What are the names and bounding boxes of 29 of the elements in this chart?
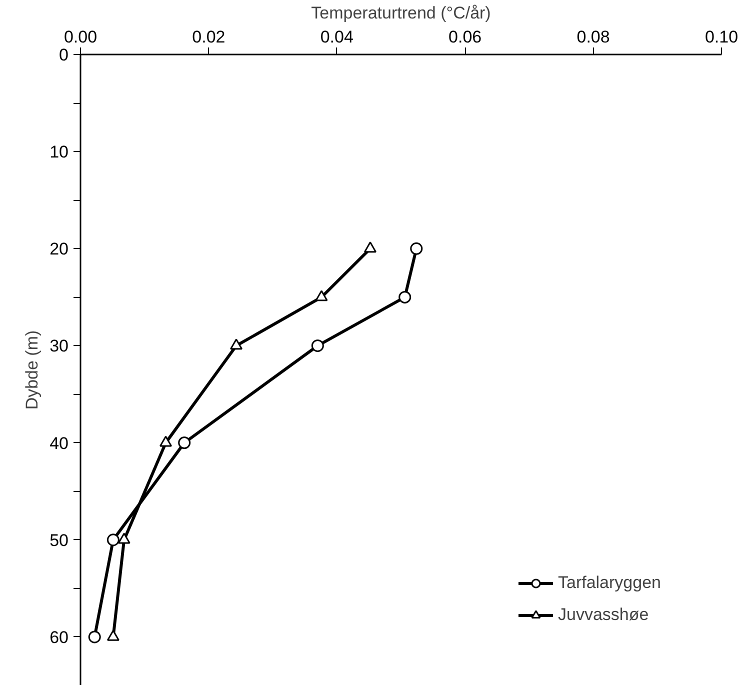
point	[311, 339, 324, 352]
point	[106, 534, 120, 546]
x-tick-label: 0.08	[576, 28, 610, 46]
y-tick-label: 20	[50, 240, 69, 259]
x-tick-label: 0.00	[64, 28, 98, 46]
point	[178, 436, 191, 450]
y-tick-label: 0	[59, 46, 69, 64]
y-tick-label: 60	[50, 628, 69, 647]
y-tick-label: 40	[50, 434, 69, 453]
y-tick-label: 10	[50, 142, 69, 162]
x-tick-label: 0.10	[704, 28, 738, 46]
legend-label: Juvvasshøe	[558, 605, 649, 625]
point	[160, 436, 172, 447]
point	[410, 242, 423, 255]
point	[315, 290, 328, 302]
point	[230, 338, 243, 350]
legend-label: Tarfalaryggen	[558, 573, 661, 593]
x-tick-label: 0.04	[320, 28, 354, 46]
point	[118, 532, 130, 544]
y-tick-label: 30	[50, 336, 69, 356]
point	[106, 630, 120, 641]
point	[398, 290, 412, 304]
x-tick-label: 0.06	[448, 28, 482, 46]
y-axis-title: Dybde (m)	[22, 330, 42, 410]
x-tick-label: 0.02	[192, 28, 226, 46]
x-axis-title: Temperaturtrend (°C/år)	[311, 4, 491, 22]
point	[364, 242, 376, 253]
y-tick-label: 50	[50, 530, 69, 550]
point	[88, 630, 101, 644]
